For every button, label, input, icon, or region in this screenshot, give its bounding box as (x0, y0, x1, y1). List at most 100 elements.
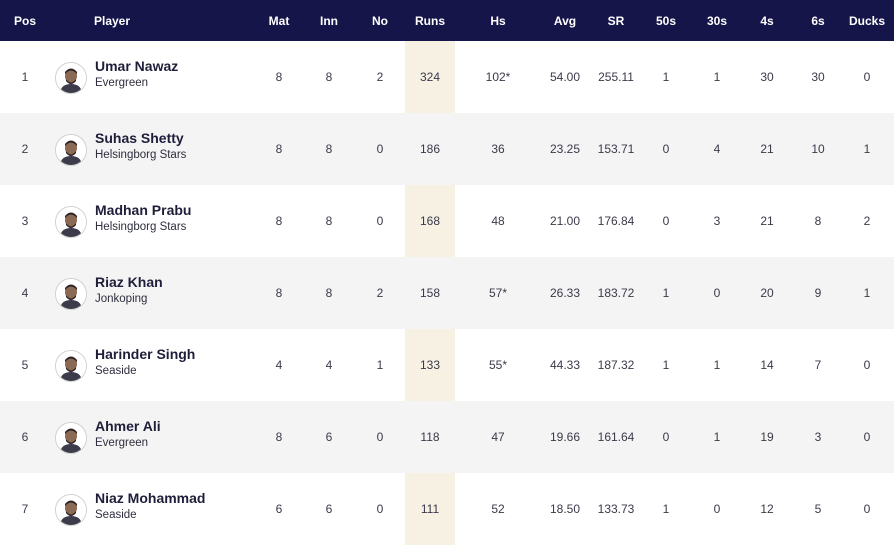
header-50s[interactable]: 50s (655, 14, 677, 28)
player-name[interactable]: Ahmer Ali (95, 418, 161, 434)
table-row[interactable]: 6 8 6 0 118 47 19.66 161.64 0 1 19 3 0 Ahmer Ali Everg… (0, 401, 894, 473)
cell-fifties: 1 (662, 502, 670, 516)
cell-fifties: 1 (662, 286, 670, 300)
player-name[interactable]: Niaz Mohammad (95, 490, 206, 506)
table-row[interactable]: 5 4 4 1 133 55* 44.33 187.32 1 1 14 7 0 Harinder Sing… (0, 329, 894, 401)
cell-ducks: 1 (863, 286, 871, 300)
cell-pos: 1 (21, 70, 29, 84)
table-row[interactable]: 2 8 8 0 186 36 23.25 153.71 0 4 21 10 1 Suhas Shetty H… (0, 113, 894, 185)
header-no[interactable]: No (372, 14, 388, 28)
player-team: Jonkoping (95, 293, 148, 305)
cell-ducks: 1 (863, 142, 871, 156)
header-player[interactable]: Player (94, 14, 131, 28)
cell-fours: 21 (760, 142, 774, 156)
cell-mat: 6 (275, 502, 283, 516)
cell-no: 0 (376, 502, 384, 516)
player-team: Evergreen (95, 437, 149, 449)
header-pos[interactable]: Pos (13, 14, 37, 28)
cell-sixes: 9 (814, 286, 822, 300)
table-row[interactable]: 7 6 6 0 111 52 18.50 133.73 1 0 12 5 0 Niaz Mohammad S… (0, 473, 894, 545)
player-avatar-icon[interactable] (55, 134, 87, 166)
cell-runs: 133 (419, 358, 441, 372)
cell-thirties: 1 (713, 358, 721, 372)
cell-avg: 26.33 (549, 286, 581, 300)
player-name[interactable]: Riaz Khan (95, 274, 163, 290)
header-avg[interactable]: Avg (553, 14, 577, 28)
cell-fifties: 1 (662, 358, 670, 372)
player-name[interactable]: Madhan Prabu (95, 202, 192, 218)
cell-no: 0 (376, 430, 384, 444)
header-6s[interactable]: 6s (811, 14, 825, 28)
cell-no: 0 (376, 214, 384, 228)
header-ducks[interactable]: Ducks (848, 14, 886, 28)
cell-pos: 5 (21, 358, 29, 372)
cell-inn: 8 (325, 214, 333, 228)
cell-mat: 8 (275, 214, 283, 228)
cell-fours: 21 (760, 214, 774, 228)
cell-thirties: 3 (713, 214, 721, 228)
cell-pos: 3 (21, 214, 29, 228)
cell-sixes: 8 (814, 214, 822, 228)
cell-inn: 6 (325, 430, 333, 444)
table-row[interactable]: 1 8 8 2 324 102* 54.00 255.11 1 1 30 30 0 Umar Nawaz E… (0, 41, 894, 113)
cell-fifties: 0 (662, 430, 670, 444)
header-inn[interactable]: Inn (320, 14, 338, 28)
cell-mat: 4 (275, 358, 283, 372)
cell-ducks: 0 (863, 502, 871, 516)
cell-thirties: 1 (713, 70, 721, 84)
cell-avg: 23.25 (549, 142, 581, 156)
cell-inn: 8 (325, 142, 333, 156)
header-30s[interactable]: 30s (706, 14, 728, 28)
cell-no: 1 (376, 358, 384, 372)
cell-fours: 12 (760, 502, 774, 516)
cell-pos: 6 (21, 430, 29, 444)
cell-avg: 19.66 (549, 430, 581, 444)
player-name[interactable]: Suhas Shetty (95, 130, 184, 146)
cell-sixes: 30 (811, 70, 825, 84)
cell-runs: 158 (419, 286, 441, 300)
header-sr[interactable]: SR (607, 14, 625, 28)
cell-mat: 8 (275, 286, 283, 300)
cell-ducks: 2 (863, 214, 871, 228)
player-avatar-icon[interactable] (55, 494, 87, 526)
table-body: 1 8 8 2 324 102* 54.00 255.11 1 1 30 30 0 Umar Nawaz E… (0, 41, 894, 545)
cell-runs: 168 (419, 214, 441, 228)
header-hs[interactable]: Hs (490, 14, 506, 28)
player-avatar-icon[interactable] (55, 350, 87, 382)
cell-hs: 55* (488, 358, 508, 372)
header-mat[interactable]: Mat (268, 14, 290, 28)
player-avatar-icon[interactable] (55, 278, 87, 310)
cell-hs: 52 (491, 502, 505, 516)
cell-hs: 57* (488, 286, 508, 300)
cell-avg: 44.33 (549, 358, 581, 372)
cell-inn: 6 (325, 502, 333, 516)
player-avatar-icon[interactable] (55, 62, 87, 94)
player-avatar-icon[interactable] (55, 206, 87, 238)
cell-hs: 47 (491, 430, 505, 444)
cell-sixes: 7 (814, 358, 822, 372)
header-4s[interactable]: 4s (760, 14, 774, 28)
cell-ducks: 0 (863, 430, 871, 444)
player-name[interactable]: Umar Nawaz (95, 58, 179, 74)
table-row[interactable]: 3 8 8 0 168 48 21.00 176.84 0 3 21 8 2 Madhan Prabu He… (0, 185, 894, 257)
cell-inn: 4 (325, 358, 333, 372)
cell-inn: 8 (325, 70, 333, 84)
player-avatar-icon[interactable] (55, 422, 87, 454)
cell-ducks: 0 (863, 358, 871, 372)
player-team: Seaside (95, 365, 137, 377)
cell-inn: 8 (325, 286, 333, 300)
cell-runs: 118 (420, 430, 440, 444)
cell-avg: 54.00 (549, 70, 581, 84)
table-row[interactable]: 4 8 8 2 158 57* 26.33 183.72 1 0 20 9 1 Riaz Khan Jonk… (0, 257, 894, 329)
cell-fifties: 1 (662, 70, 670, 84)
cell-fours: 20 (760, 286, 774, 300)
cell-runs: 324 (419, 70, 441, 84)
header-runs[interactable]: Runs (415, 14, 445, 28)
cell-fifties: 0 (662, 214, 670, 228)
cell-hs: 48 (491, 214, 505, 228)
cell-sixes: 10 (811, 142, 825, 156)
cell-no: 2 (376, 70, 384, 84)
cell-fours: 14 (760, 358, 774, 372)
player-name[interactable]: Harinder Singh (95, 346, 196, 362)
